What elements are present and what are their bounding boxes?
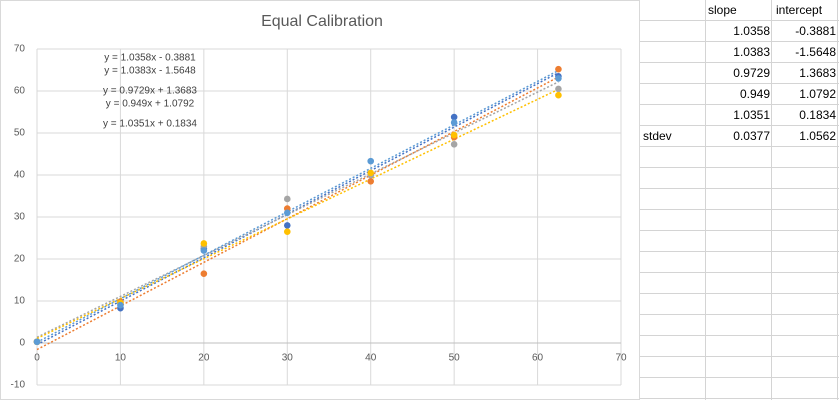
point: [555, 91, 562, 99]
x-tick-label: 70: [615, 353, 627, 364]
point: [450, 119, 458, 126]
cell: stdev: [643, 129, 672, 143]
point: [450, 131, 458, 139]
point: [200, 247, 208, 254]
cell: -0.3881: [795, 24, 836, 38]
trendline-equation: y = 1.0351x + 0.1834: [103, 119, 197, 130]
chart: Equal Calibration -10 0 10 20 30 40 50 60 70 0 10 2…: [0, 0, 640, 400]
x-tick-label: 50: [449, 353, 461, 364]
trendline: [36, 69, 559, 343]
point: [283, 195, 291, 203]
cell: 1.0358: [733, 24, 770, 38]
cell: 0.1834: [799, 108, 836, 122]
cell: 1.0383: [733, 45, 770, 59]
y-tick-label: 50: [14, 128, 26, 139]
cell: 0.9729: [733, 66, 770, 80]
point: [555, 85, 562, 93]
y-tick-label: 30: [14, 212, 26, 223]
trendline-equation: y = 0.949x + 1.0792: [106, 99, 195, 110]
spreadsheet: slope intercept 1.0358 -0.3881 1.0383 -1.5648…: [640, 0, 839, 400]
point: [200, 270, 208, 278]
point: [33, 338, 41, 346]
x-tick-label: 10: [115, 353, 127, 364]
cell: slope: [708, 3, 737, 17]
point: [555, 75, 562, 82]
y-tick-label: 0: [19, 338, 25, 349]
cell: 1.0351: [733, 108, 770, 122]
trendline-equation: y = 1.0358x - 0.3881: [104, 53, 196, 64]
point: [117, 301, 124, 309]
y-tick-label: 40: [14, 170, 26, 181]
x-tick-label: 60: [532, 353, 544, 364]
point: [555, 65, 562, 73]
cell: 0.949: [739, 87, 770, 101]
cell: 1.0562: [799, 129, 836, 143]
chart-area: [0, 0, 640, 400]
point: [367, 178, 375, 185]
trendline-equation: y = 0.9729x + 1.3683: [103, 86, 197, 97]
y-tick-label: -10: [11, 380, 26, 391]
x-tick-label: 20: [198, 353, 210, 364]
point: [283, 228, 291, 235]
trendline: [36, 81, 559, 338]
point: [283, 222, 291, 229]
point: [283, 209, 291, 217]
point: [367, 157, 375, 165]
point: [450, 113, 458, 121]
point: [367, 169, 375, 177]
cell: 0.0377: [733, 129, 770, 143]
y-tick-label: 10: [14, 296, 26, 307]
y-tick-label: 20: [14, 254, 26, 265]
point: [450, 141, 458, 148]
x-tick-label: 30: [282, 353, 294, 364]
cell: -1.5648: [795, 45, 836, 59]
cell: 1.3683: [799, 66, 836, 80]
chart-title: Equal Calibration: [261, 13, 383, 30]
cell: intercept: [776, 3, 823, 17]
y-tick-label: 70: [14, 44, 26, 55]
point: [200, 240, 208, 247]
x-tick-label: 0: [34, 353, 40, 364]
x-tick-label: 40: [365, 353, 377, 364]
cell: 1.0792: [799, 87, 836, 101]
y-tick-label: 60: [14, 86, 26, 97]
trendline-equation: y = 1.0383x - 1.5648: [104, 66, 196, 77]
